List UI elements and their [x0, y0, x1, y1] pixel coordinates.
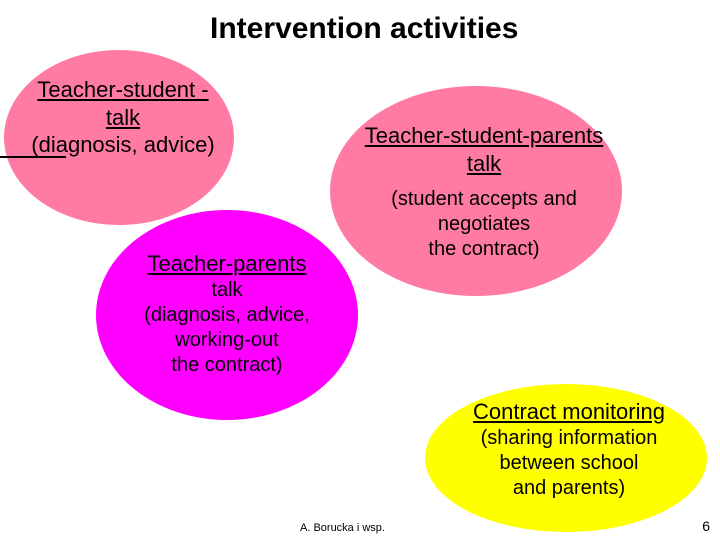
ts-line2: talk [8, 104, 238, 132]
cm-sub1: (sharing information [430, 426, 708, 451]
cm-sub3: and parents) [430, 476, 708, 501]
block-teacher-parents: Teacher-parents talk (diagnosis, advice,… [96, 250, 358, 378]
tp-line3: working-out [96, 328, 358, 353]
block-contract-monitoring: Contract monitoring (sharing information… [430, 398, 708, 501]
tsp-line2: talk [338, 150, 630, 178]
tp-line2: (diagnosis, advice, [96, 303, 358, 328]
tp-line1: talk [96, 278, 358, 303]
block-teacher-student: Teacher-student - talk (diagnosis, advic… [8, 76, 238, 159]
tsp-sub2: negotiates [338, 212, 630, 237]
tsp-sub1: (student accepts and [338, 187, 630, 212]
tsp-line1: Teacher-student-parents [338, 122, 630, 150]
ts-line3: (diagnosis, advice) [8, 131, 238, 159]
tsp-sub3: the contract) [338, 237, 630, 262]
page-number: 6 [702, 518, 710, 534]
page-title: Intervention activities [210, 12, 518, 46]
tp-heading: Teacher-parents [96, 250, 358, 278]
cm-sub2: between school [430, 451, 708, 476]
ts-line1: Teacher-student - [8, 76, 238, 104]
footer-author: A. Borucka i wsp. [300, 522, 385, 534]
tp-line4: the contract) [96, 353, 358, 378]
cm-heading: Contract monitoring [430, 398, 708, 426]
block-teacher-student-parents: Teacher-student-parents talk (student ac… [338, 122, 630, 262]
